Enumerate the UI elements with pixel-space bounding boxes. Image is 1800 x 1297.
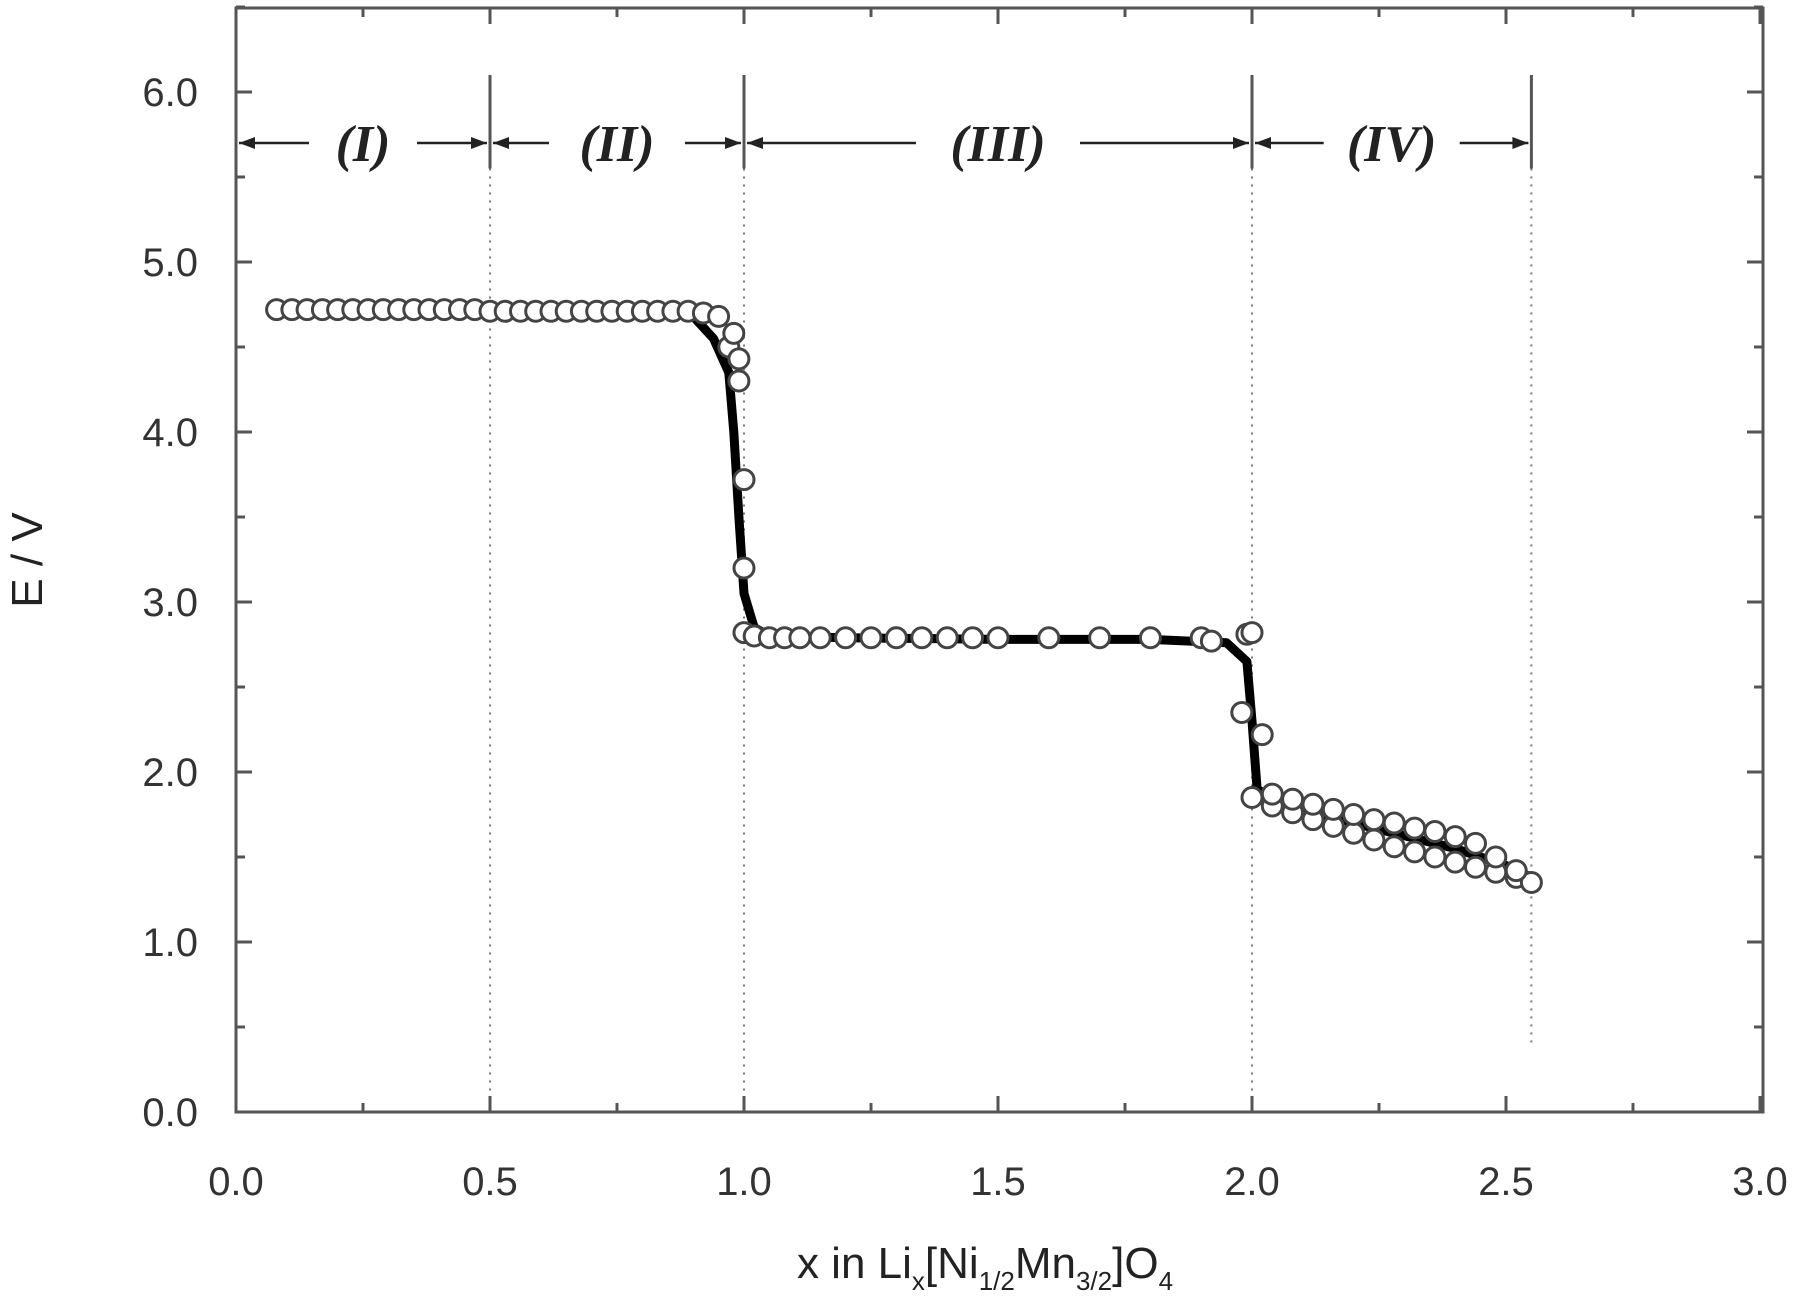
data-point [722,321,746,345]
data-point [727,347,751,371]
y-tick-label: 4.0 [142,411,198,455]
y-tick-label: 0.0 [142,1091,198,1135]
x-tick-label: 2.5 [1478,1160,1534,1204]
region-label: (I) [336,116,391,173]
data-point [1342,821,1366,845]
region-arrow-head [1233,137,1249,149]
y-axis-label: E / V [3,512,52,608]
data-point [1443,825,1467,849]
data-point [859,626,883,650]
region-dividers [488,75,1533,1112]
data-point [1403,840,1427,864]
y-tick-label: 3.0 [142,581,198,625]
data-point [1382,835,1406,859]
data-point [1403,816,1427,840]
data-point [1230,701,1254,724]
x-tick-label: 1.0 [716,1160,772,1204]
x-axis-label-part: [Ni [925,1239,979,1288]
data-point [808,626,832,650]
x-axis-label: x in Lix[Ni1/2Mn3/2]O4 [797,1239,1173,1296]
region-arrow-head [1512,137,1529,149]
x-axis-label-part: x in Li [797,1239,912,1288]
data-point [1250,723,1274,747]
y-tick-label: 1.0 [142,921,198,965]
data-point [1362,828,1386,852]
region-arrow-head [239,137,255,149]
data-point [1464,831,1487,855]
series-line [272,305,1536,882]
y-tick-label: 5.0 [142,241,198,285]
data-point [1342,803,1366,826]
x-axis-label-part: 4 [1159,1266,1173,1296]
data-point [732,468,756,492]
data-point [1321,797,1345,821]
data-point [1504,859,1528,883]
data-point [884,626,908,650]
data-point [727,369,751,393]
data-point [732,556,756,580]
y-tick-label: 6.0 [142,71,198,115]
x-axis-label-part: Mn [1015,1239,1076,1288]
x-tick-label: 3.0 [1732,1160,1788,1204]
region-label: (II) [579,116,654,173]
x-tick-label: 0.0 [208,1160,264,1204]
region-arrow-head [493,137,509,149]
data-point [1138,626,1162,650]
axis-ticks [234,5,1763,1114]
data-point [1199,629,1223,653]
region-annotations: (I) (II) (III) (IV) [239,116,1529,173]
x-tick-label: 0.5 [462,1160,518,1204]
data-point [1382,811,1406,835]
data-point [1443,850,1467,874]
x-axis-label-part: 1/2 [979,1266,1015,1296]
data-point [1464,855,1487,879]
plot-frame [234,6,1765,1114]
y-tick-labels: 0.0 1.0 2.0 3.0 4.0 5.0 6.0 [142,71,198,1135]
data-point [1519,871,1543,894]
data-point [1362,808,1386,832]
x-tick-label: 2.0 [1224,1160,1280,1204]
region-arrow-head [747,137,763,149]
x-tick-labels: 0.0 0.5 1.0 1.5 2.0 2.5 3.0 [208,1160,1788,1204]
data-point [1240,786,1264,809]
x-axis-label-part: x [912,1266,925,1296]
data-point [1037,626,1061,650]
data-point [1484,845,1508,869]
x-axis-label-part: ]O [1112,1239,1158,1288]
data-point [1260,782,1284,806]
region-label: (IV) [1347,116,1437,173]
region-arrow-head [1255,137,1271,149]
y-tick-label: 2.0 [142,751,198,795]
data-point [834,626,858,650]
data-point [1423,820,1447,843]
data-point [1281,787,1305,811]
data-point [788,626,812,650]
region-label: (III) [950,116,1045,173]
region-arrow-head [471,137,487,149]
data-series [265,298,1543,894]
data-point [961,626,985,650]
data-point [1423,845,1447,869]
data-point [986,626,1010,650]
data-point [910,626,934,650]
region-arrow-head [725,137,741,149]
data-point [1240,621,1264,645]
data-point [1301,792,1325,816]
data-point [935,626,959,650]
x-tick-label: 1.5 [970,1160,1026,1204]
x-axis-label-part: 3/2 [1076,1266,1112,1296]
data-point [707,304,731,328]
data-point [1088,626,1112,650]
